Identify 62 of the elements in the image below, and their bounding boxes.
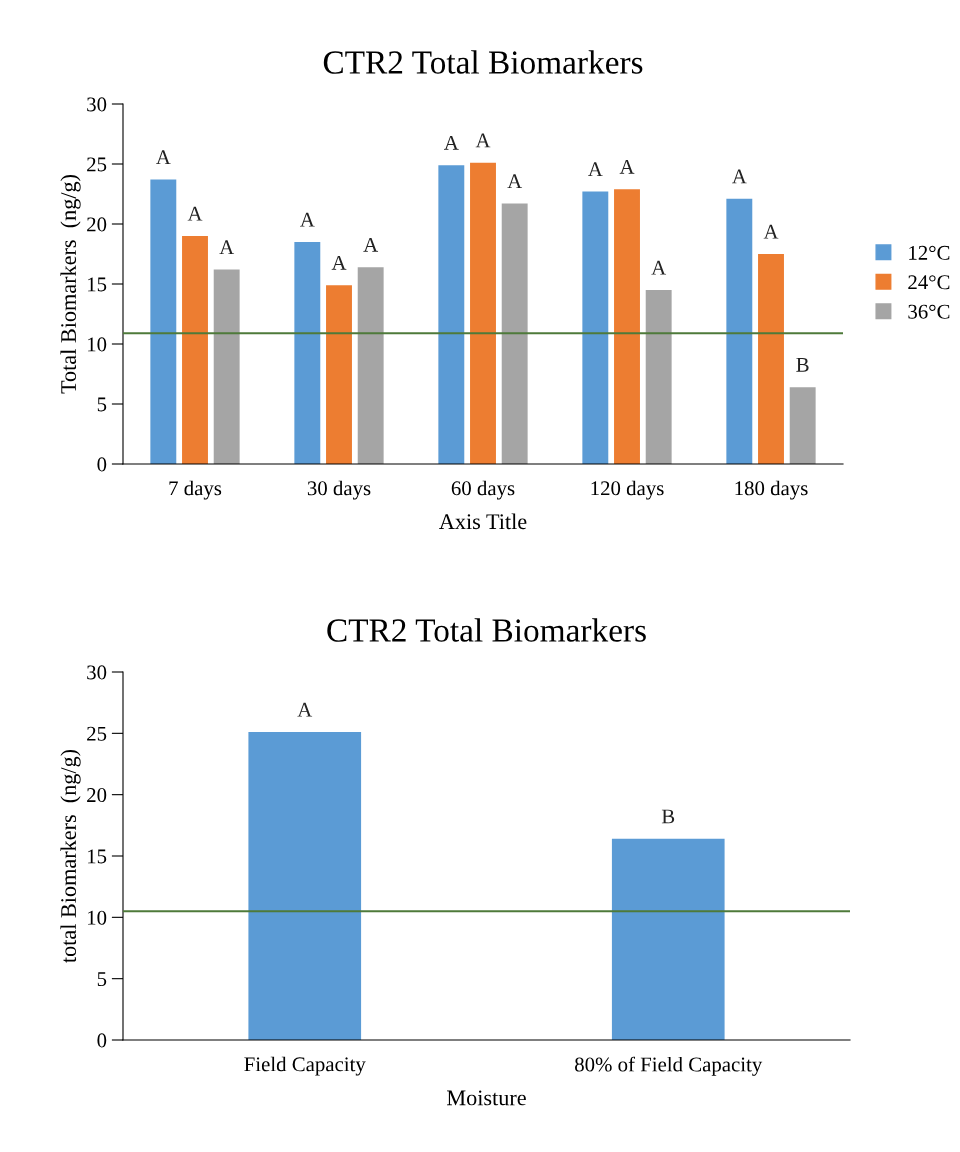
y-tick-label: 20: [87, 217, 107, 232]
bar: [150, 179, 177, 464]
y-tick-label: 30: [87, 665, 107, 680]
data-label: A: [300, 212, 315, 227]
data-label: A: [651, 260, 667, 275]
x-tick-label: 180 days: [735, 480, 808, 500]
x-tick-label: 30 days: [307, 480, 371, 500]
bar: [213, 269, 240, 464]
bar: [789, 387, 816, 464]
x-axis-title: Moisture: [447, 1090, 526, 1106]
y-tick-label: 10: [88, 337, 107, 352]
y-axis-title: total Biomarkers (ng/g): [60, 749, 81, 963]
data-label: A: [444, 135, 459, 150]
data-label: B: [796, 358, 809, 372]
bar: [645, 290, 672, 464]
y-tick-label: 10: [88, 910, 107, 925]
bar: [326, 285, 352, 464]
x-tick-label: 7 days: [169, 480, 222, 500]
x-tick-label: 120 days: [591, 480, 664, 500]
data-label: A: [507, 174, 523, 189]
bar: [614, 189, 640, 464]
legend-label: 36°C: [908, 304, 950, 319]
y-tick-label: 5: [97, 972, 107, 987]
bar: [357, 267, 384, 464]
y-tick-label: 20: [87, 788, 107, 803]
data-label: A: [331, 255, 347, 270]
data-label: A: [588, 162, 603, 177]
legend-label: 24°C: [908, 275, 950, 290]
y-tick-label: 15: [88, 849, 107, 864]
chart-title: CTR2 Total Biomarkers: [327, 618, 646, 642]
y-tick-label: 30: [87, 97, 107, 112]
y-tick-label: 15: [88, 277, 107, 292]
data-label: A: [219, 240, 235, 255]
data-label: A: [475, 133, 491, 148]
bar: [726, 198, 753, 464]
bar: [501, 203, 528, 464]
data-label: A: [732, 169, 747, 184]
data-label: A: [156, 150, 171, 165]
y-tick-label: 5: [97, 397, 107, 412]
data-label: A: [363, 237, 379, 252]
bar: [438, 165, 465, 464]
bar: [294, 242, 321, 464]
data-label: A: [619, 159, 635, 174]
y-tick-label: 25: [87, 726, 107, 741]
x-tick-label: Field Capacity: [244, 1056, 366, 1076]
data-label: A: [187, 206, 203, 221]
legend-label: 12°C: [909, 245, 950, 260]
data-label: B: [661, 809, 675, 824]
chart-title: CTR2 Total Biomarkers: [323, 50, 643, 74]
bar: [758, 254, 784, 464]
y-axis-title: Total Biomarkers (ng/g): [60, 174, 81, 394]
data-label: A: [297, 702, 313, 717]
x-tick-label: 60 days: [451, 480, 515, 500]
x-tick-label: 80% of Field Capacity: [575, 1056, 763, 1076]
bar: [582, 191, 609, 464]
y-tick-label: 25: [87, 157, 107, 172]
bar: [470, 162, 496, 464]
x-axis-title: Axis Title: [439, 513, 527, 530]
bar: [182, 236, 208, 464]
data-label: A: [763, 224, 779, 239]
y-tick-label: 0: [97, 457, 107, 472]
y-tick-label: 0: [97, 1033, 107, 1048]
